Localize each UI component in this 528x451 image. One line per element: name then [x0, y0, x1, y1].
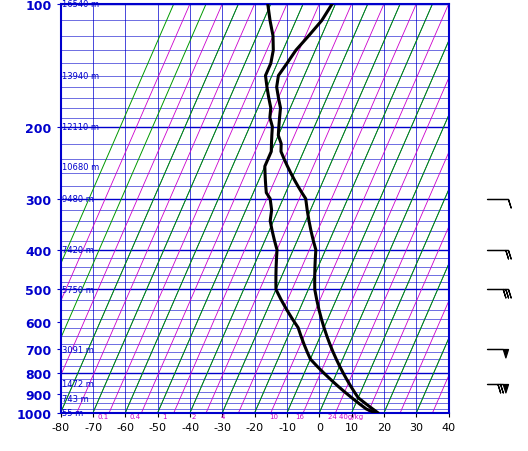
Text: 3091 m: 3091 m	[62, 345, 94, 354]
Text: 13940 m: 13940 m	[62, 72, 99, 81]
Text: 7420 m: 7420 m	[62, 246, 94, 255]
Text: 743 m: 743 m	[62, 394, 89, 403]
Text: 5750 m: 5750 m	[62, 285, 94, 295]
Text: 10: 10	[270, 414, 279, 419]
Text: 12110 m: 12110 m	[62, 123, 99, 132]
Text: 1472 m: 1472 m	[62, 379, 94, 388]
Text: 9480 m: 9480 m	[62, 195, 94, 204]
Text: 16: 16	[296, 414, 305, 419]
Text: 24 40g/kg: 24 40g/kg	[328, 414, 363, 419]
Text: 55 m: 55 m	[62, 408, 83, 417]
Text: 4: 4	[220, 414, 224, 419]
Text: 2: 2	[191, 414, 195, 419]
Text: 10680 m: 10680 m	[62, 162, 100, 171]
Text: 0.1: 0.1	[97, 414, 108, 419]
Text: 1: 1	[162, 414, 166, 419]
Text: 0.4: 0.4	[129, 414, 140, 419]
Text: 16540 m: 16540 m	[62, 0, 99, 9]
